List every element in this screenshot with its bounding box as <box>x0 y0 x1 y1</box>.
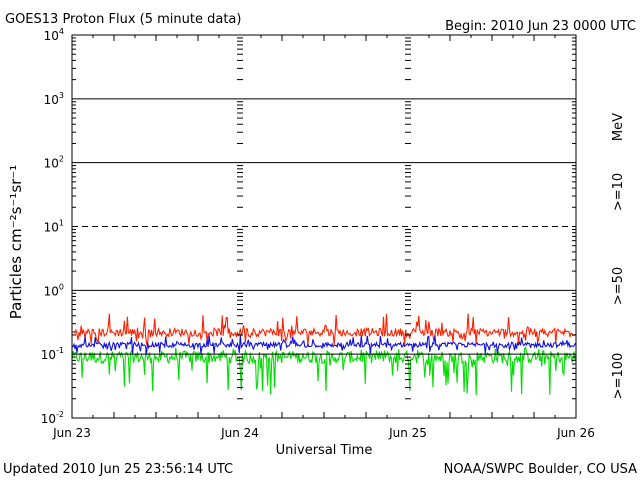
series-layer <box>71 313 577 396</box>
x-tick-label: Jun 24 <box>220 426 259 440</box>
y-tick-label: 10-2 <box>41 410 64 426</box>
units-label: MeV <box>611 113 626 141</box>
grid-layer <box>72 35 576 418</box>
legend-ge10: >=10 <box>611 173 626 211</box>
x-axis-label: Universal Time <box>276 443 373 458</box>
y-tick-label: 10-1 <box>41 346 64 362</box>
y-tick-labels: 104 103 102 101 100 10-1 10-2 <box>41 27 64 426</box>
y-tick-label: 101 <box>44 219 64 235</box>
source-label: NOAA/SWPC Boulder, CO USA <box>444 462 637 477</box>
x-tick-label: Jun 26 <box>556 426 595 440</box>
series-line-1 <box>72 335 577 355</box>
x-tick-label: Jun 23 <box>52 426 91 440</box>
y-tick-label: 104 <box>44 27 64 43</box>
plot-frame <box>71 34 577 419</box>
x-tick-label: Jun 25 <box>388 426 427 440</box>
y-tick-label: 103 <box>44 91 64 107</box>
begin-label: Begin: 2010 Jun 23 0000 UTC <box>445 19 636 34</box>
legend-ge100: >=100 <box>611 353 626 400</box>
series-line-2 <box>71 345 577 396</box>
y-tick-label: 102 <box>44 155 64 171</box>
legend-ge50: >=50 <box>611 267 626 305</box>
y-axis-label: Particles cm⁻²s⁻¹sr⁻¹ <box>7 165 25 319</box>
chart-title: GOES13 Proton Flux (5 minute data) <box>5 12 241 27</box>
y-tick-label: 100 <box>44 282 64 298</box>
series-line-0 <box>71 313 577 345</box>
x-tick-labels: Jun 23 Jun 24 Jun 25 Jun 26 <box>52 426 595 440</box>
updated-label: Updated 2010 Jun 25 23:56:14 UTC <box>3 462 233 477</box>
